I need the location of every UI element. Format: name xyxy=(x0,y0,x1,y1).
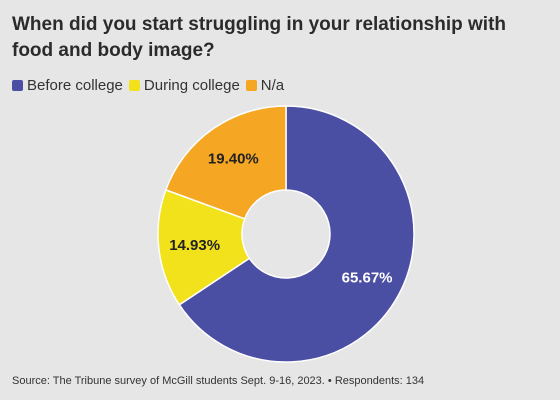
chart-title: When did you start struggling in your re… xyxy=(12,14,506,61)
legend-item-during-college: During college xyxy=(128,77,240,94)
slice-label: 14.93% xyxy=(169,237,220,254)
legend-item-before-college: Before college xyxy=(12,77,123,94)
slice-label: 65.67% xyxy=(342,269,393,286)
slice-before-college xyxy=(178,105,415,363)
legend-item-na: N/a xyxy=(245,77,285,94)
donut-chart: 65.67% 14.93% 19.40% xyxy=(157,105,415,363)
legend-swatch xyxy=(12,80,23,91)
source-note: Source: The Tribune survey of McGill stu… xyxy=(12,375,425,387)
legend-label: Before college xyxy=(27,77,123,94)
legend: Before college During college N/a xyxy=(12,77,290,94)
slice-n-a xyxy=(164,105,287,220)
slice-during-college xyxy=(157,188,251,306)
legend-label: During college xyxy=(143,77,240,94)
slice-label: 19.40% xyxy=(208,151,259,168)
legend-swatch xyxy=(128,80,140,91)
legend-label: N/a xyxy=(260,77,285,94)
legend-swatch xyxy=(245,80,257,91)
